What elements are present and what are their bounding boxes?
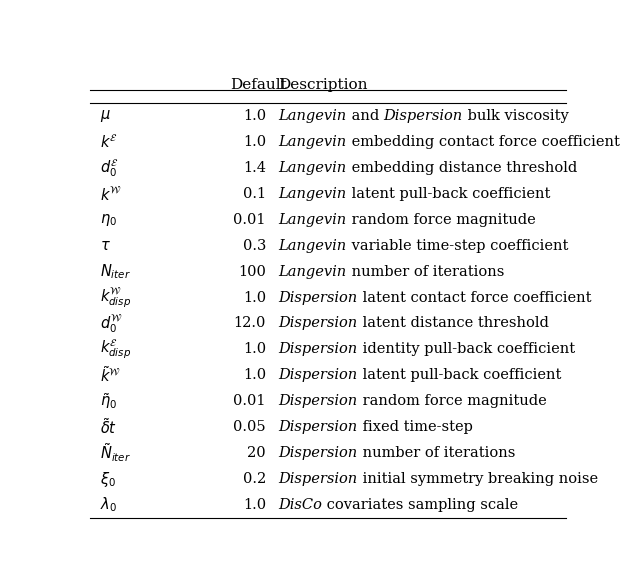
Text: 1.0: 1.0 — [243, 290, 266, 305]
Text: $k^{\mathcal{E}}$: $k^{\mathcal{E}}$ — [100, 133, 118, 151]
Text: identity pull-back coefficient: identity pull-back coefficient — [358, 342, 575, 356]
Text: Langevin: Langevin — [278, 187, 346, 201]
Text: 1.0: 1.0 — [243, 368, 266, 382]
Text: Dispersion: Dispersion — [278, 342, 358, 356]
Text: Langevin: Langevin — [278, 213, 346, 227]
Text: latent distance threshold: latent distance threshold — [358, 316, 548, 330]
Text: $\lambda_0$: $\lambda_0$ — [100, 496, 117, 514]
Text: $\eta_0$: $\eta_0$ — [100, 212, 117, 228]
Text: $N_{iter}$: $N_{iter}$ — [100, 262, 131, 281]
Text: $\tilde{k}^{\mathcal{W}}$: $\tilde{k}^{\mathcal{W}}$ — [100, 365, 121, 385]
Text: 0.01: 0.01 — [234, 394, 266, 408]
Text: Default: Default — [230, 78, 287, 92]
Text: Dispersion: Dispersion — [278, 420, 358, 434]
Text: 1.4: 1.4 — [243, 161, 266, 175]
Text: and: and — [346, 109, 383, 123]
Text: 0.2: 0.2 — [243, 472, 266, 486]
Text: 1.0: 1.0 — [243, 109, 266, 123]
Text: $d_0^{\mathcal{W}}$: $d_0^{\mathcal{W}}$ — [100, 312, 122, 335]
Text: number of iterations: number of iterations — [346, 265, 504, 279]
Text: 1.0: 1.0 — [243, 135, 266, 149]
Text: random force magnitude: random force magnitude — [346, 213, 535, 227]
Text: latent pull-back coefficient: latent pull-back coefficient — [358, 368, 561, 382]
Text: Description: Description — [278, 78, 368, 92]
Text: Dispersion: Dispersion — [278, 446, 358, 460]
Text: Langevin: Langevin — [278, 161, 346, 175]
Text: Dispersion: Dispersion — [278, 290, 358, 305]
Text: $\mu$: $\mu$ — [100, 108, 111, 124]
Text: $d_0^{\mathcal{E}}$: $d_0^{\mathcal{E}}$ — [100, 157, 118, 179]
Text: $\tilde{\delta}t$: $\tilde{\delta}t$ — [100, 417, 117, 437]
Text: 0.05: 0.05 — [234, 420, 266, 434]
Text: embedding contact force coefficient: embedding contact force coefficient — [346, 135, 620, 149]
Text: Langevin: Langevin — [278, 135, 346, 149]
Text: DisCo: DisCo — [278, 498, 323, 512]
Text: 0.01: 0.01 — [234, 213, 266, 227]
Text: covariates sampling scale: covariates sampling scale — [323, 498, 518, 512]
Text: initial symmetry breaking noise: initial symmetry breaking noise — [358, 472, 598, 486]
Text: Langevin: Langevin — [278, 109, 346, 123]
Text: embedding distance threshold: embedding distance threshold — [346, 161, 577, 175]
Text: variable time-step coefficient: variable time-step coefficient — [346, 239, 568, 253]
Text: 20: 20 — [248, 446, 266, 460]
Text: Dispersion: Dispersion — [383, 109, 463, 123]
Text: $\tilde{\eta}_0$: $\tilde{\eta}_0$ — [100, 392, 117, 411]
Text: fixed time-step: fixed time-step — [358, 420, 472, 434]
Text: random force magnitude: random force magnitude — [358, 394, 547, 408]
Text: 12.0: 12.0 — [234, 316, 266, 330]
Text: 100: 100 — [238, 265, 266, 279]
Text: bulk viscosity: bulk viscosity — [463, 109, 568, 123]
Text: $\tilde{N}_{iter}$: $\tilde{N}_{iter}$ — [100, 442, 131, 465]
Text: 1.0: 1.0 — [243, 498, 266, 512]
Text: latent pull-back coefficient: latent pull-back coefficient — [346, 187, 550, 201]
Text: Langevin: Langevin — [278, 239, 346, 253]
Text: Dispersion: Dispersion — [278, 316, 358, 330]
Text: Dispersion: Dispersion — [278, 472, 358, 486]
Text: 0.1: 0.1 — [243, 187, 266, 201]
Text: $k_{disp}^{\mathcal{E}}$: $k_{disp}^{\mathcal{E}}$ — [100, 338, 131, 361]
Text: 0.3: 0.3 — [243, 239, 266, 253]
Text: $k_{disp}^{\mathcal{W}}$: $k_{disp}^{\mathcal{W}}$ — [100, 285, 131, 310]
Text: $k^{\mathcal{W}}$: $k^{\mathcal{W}}$ — [100, 185, 122, 203]
Text: number of iterations: number of iterations — [358, 446, 515, 460]
Text: $\xi_0$: $\xi_0$ — [100, 469, 116, 489]
Text: Dispersion: Dispersion — [278, 394, 358, 408]
Text: latent contact force coefficient: latent contact force coefficient — [358, 290, 591, 305]
Text: $\tau$: $\tau$ — [100, 239, 111, 253]
Text: Langevin: Langevin — [278, 265, 346, 279]
Text: 1.0: 1.0 — [243, 342, 266, 356]
Text: Dispersion: Dispersion — [278, 368, 358, 382]
